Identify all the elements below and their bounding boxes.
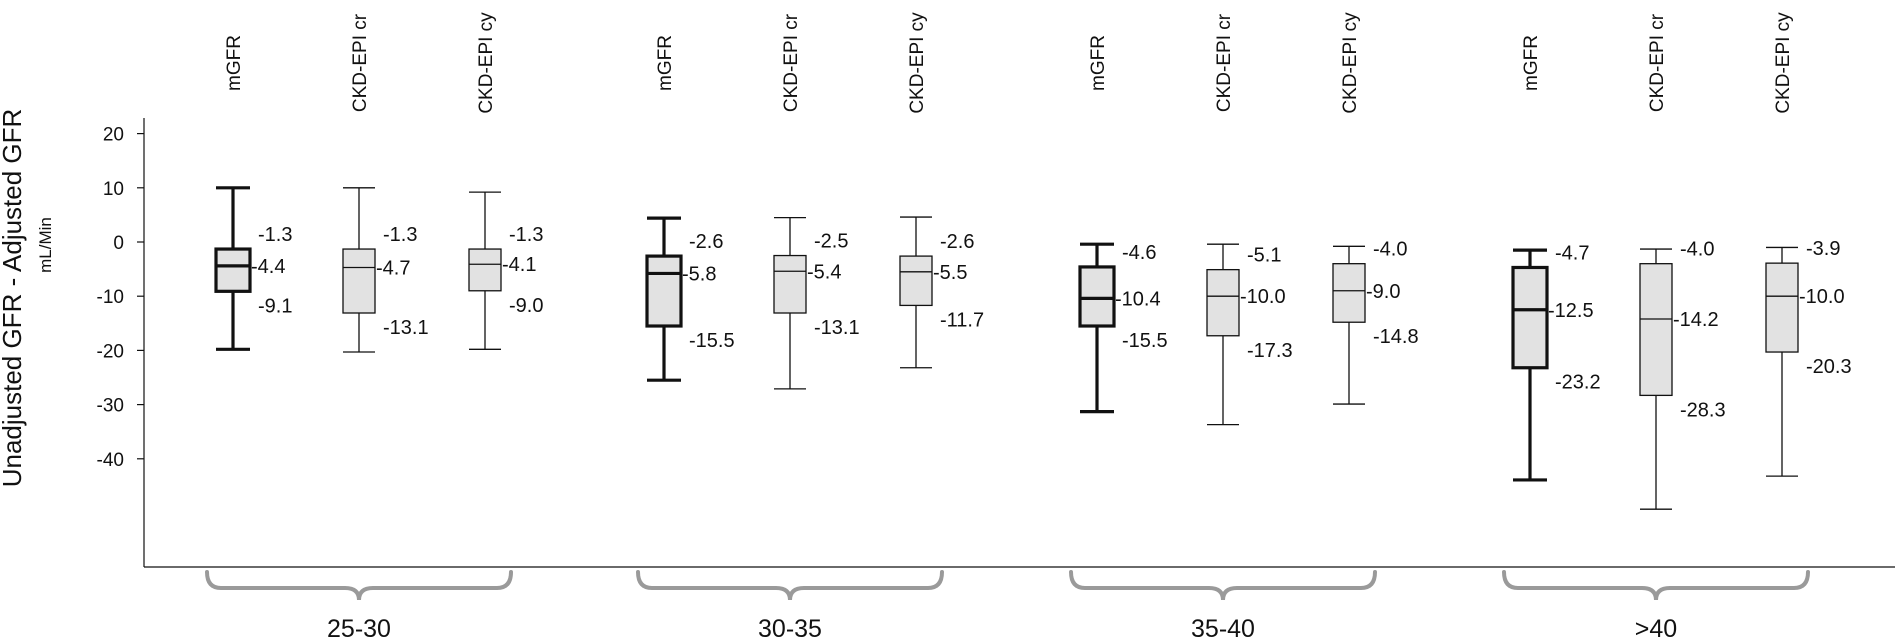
median-label: -4.1 xyxy=(502,254,536,276)
box-iqr xyxy=(468,248,502,292)
box-iqr xyxy=(1639,263,1673,397)
method-label: CKD-EPI cy xyxy=(476,12,497,114)
median-label: -9.0 xyxy=(1366,281,1400,303)
method-label: mGFR xyxy=(1088,35,1109,91)
y-tick-label: -20 xyxy=(97,341,124,362)
group-label: 35-40 xyxy=(1191,615,1255,643)
plot-area: mGFR -1.3 -4.4 -9.1 CKD-EPI cr -1.3 -4.7 -13.1 C… xyxy=(205,12,1852,643)
group-label: 30-35 xyxy=(758,615,822,643)
y-tick-label: 20 xyxy=(103,125,124,146)
group-brace xyxy=(636,570,944,601)
median-label: -5.8 xyxy=(682,263,716,285)
y-tick-label: -40 xyxy=(97,450,124,471)
y-axis-label: Unadjusted GFR - Adjusted GFR xyxy=(0,109,27,488)
y-axis-title-group: Unadjusted GFR - Adjusted GFR mL/Min xyxy=(0,109,55,488)
y-tick-label: -10 xyxy=(97,287,124,308)
box-iqr xyxy=(899,255,933,307)
q1-label: -23.2 xyxy=(1555,372,1601,394)
q3-label: -4.6 xyxy=(1122,242,1156,264)
median-label: -12.5 xyxy=(1548,300,1594,322)
method-label: mGFR xyxy=(1521,35,1542,91)
method-label: CKD-EPI cr xyxy=(1647,13,1668,112)
q3-label: -4.7 xyxy=(1555,242,1589,264)
method-label: CKD-EPI cy xyxy=(1773,12,1794,114)
method-label: CKD-EPI cy xyxy=(1340,12,1361,114)
axes-group: 20 10 0 -10 -20 -30 -40 xyxy=(97,118,1895,568)
q3-label: -3.9 xyxy=(1806,238,1840,260)
q3-label: -2.6 xyxy=(689,231,723,253)
median-label: -10.0 xyxy=(1799,286,1845,308)
q1-label: -15.5 xyxy=(1122,330,1168,352)
median-label: -10.0 xyxy=(1240,286,1286,308)
box-iqr xyxy=(1332,263,1366,323)
q1-label: -11.7 xyxy=(940,309,984,331)
y-tick-label: 0 xyxy=(113,233,124,254)
median-label: -5.5 xyxy=(933,262,967,284)
group-brace xyxy=(1502,570,1810,601)
median-label: -4.7 xyxy=(376,257,410,279)
q1-label: -17.3 xyxy=(1247,340,1293,362)
group-label: >40 xyxy=(1635,615,1677,643)
y-tick-label: 10 xyxy=(103,179,124,200)
box-iqr xyxy=(645,254,683,328)
method-label: CKD-EPI cr xyxy=(350,13,371,112)
method-label: CKD-EPI cr xyxy=(1214,13,1235,112)
median-label: -4.4 xyxy=(251,256,285,278)
median-label: -10.4 xyxy=(1115,288,1161,310)
box-iqr xyxy=(773,254,807,314)
box-iqr xyxy=(1511,265,1549,370)
q1-label: -13.1 xyxy=(814,317,860,339)
method-label: CKD-EPI cy xyxy=(907,12,928,114)
group-label: 25-30 xyxy=(327,615,391,643)
q1-label: -9.0 xyxy=(509,295,543,317)
method-label: CKD-EPI cr xyxy=(781,13,802,112)
method-label: mGFR xyxy=(224,35,245,91)
box-iqr xyxy=(1765,262,1799,353)
q1-label: -9.1 xyxy=(258,295,292,317)
median-label: -5.4 xyxy=(807,261,841,283)
q1-label: -15.5 xyxy=(689,330,735,352)
group-brace xyxy=(205,570,513,601)
q3-label: -4.0 xyxy=(1373,239,1407,261)
q3-label: -1.3 xyxy=(383,224,417,246)
q1-label: -28.3 xyxy=(1680,399,1726,421)
q3-label: -1.3 xyxy=(258,224,292,246)
q1-label: -20.3 xyxy=(1806,356,1852,378)
q3-label: -5.1 xyxy=(1247,245,1281,267)
box-iqr xyxy=(342,248,376,314)
box-iqr xyxy=(1078,265,1116,328)
box-iqr xyxy=(214,247,252,293)
q3-label: -2.6 xyxy=(940,231,974,253)
q3-label: -2.5 xyxy=(814,231,848,253)
q3-label: -4.0 xyxy=(1680,239,1714,261)
median-label: -14.2 xyxy=(1673,309,1719,331)
q3-label: -1.3 xyxy=(509,224,543,246)
y-tick-label: -30 xyxy=(97,396,124,417)
box-iqr xyxy=(1206,268,1240,337)
q1-label: -14.8 xyxy=(1373,326,1419,348)
group-brace xyxy=(1069,570,1377,601)
y-axis-unit: mL/Min xyxy=(36,217,55,273)
q1-label: -13.1 xyxy=(383,317,429,339)
method-label: mGFR xyxy=(655,35,676,91)
